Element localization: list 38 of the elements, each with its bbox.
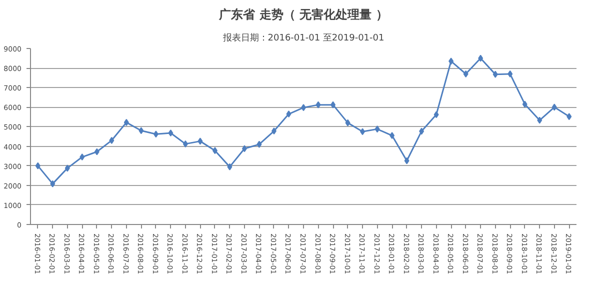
point [463, 70, 468, 78]
point [316, 101, 321, 108]
point [522, 100, 528, 108]
point [35, 162, 40, 170]
point [212, 147, 218, 154]
point [537, 116, 542, 124]
point [153, 130, 158, 138]
point [64, 164, 70, 172]
point [508, 70, 513, 78]
point [492, 70, 498, 78]
point [360, 128, 366, 136]
point [182, 140, 188, 148]
point [345, 119, 350, 126]
point [168, 129, 174, 136]
point [138, 127, 144, 134]
point [271, 128, 276, 135]
point [286, 110, 292, 118]
point [256, 140, 262, 148]
point [390, 132, 395, 140]
point [330, 101, 336, 108]
point [448, 58, 454, 65]
point [94, 148, 100, 156]
point [198, 138, 203, 145]
chart-title: 广东省 走势（ 无害化处理量 ） [218, 8, 388, 22]
point [50, 180, 56, 188]
chart-subtitle: 报表日期：2016-01-01 至2019-01-01 [222, 32, 384, 44]
point [404, 157, 410, 164]
point [109, 136, 114, 144]
point [566, 113, 572, 120]
point [419, 128, 424, 135]
point [242, 145, 247, 152]
point [552, 104, 557, 111]
point [227, 163, 232, 170]
point [478, 54, 484, 62]
point [80, 154, 85, 161]
point [434, 111, 439, 118]
point [124, 118, 129, 126]
point [374, 126, 380, 133]
